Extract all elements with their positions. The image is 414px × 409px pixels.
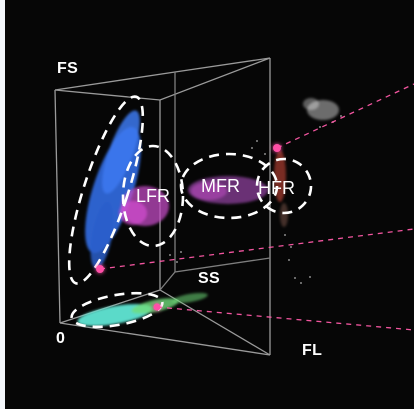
wire-bottom-left: [59, 289, 161, 324]
dashed-region-outlines: [67, 95, 313, 329]
wire-bottom-front: [59, 322, 271, 356]
axis-label-fs: FS: [57, 60, 79, 77]
outline-mfr: [179, 152, 279, 220]
marker-1: [273, 144, 281, 152]
outline-blue-cluster: [67, 95, 145, 285]
guide-lines: [99, 83, 414, 331]
outline-hfr: [255, 157, 313, 215]
region-label-mfr: MFR: [201, 176, 240, 196]
outline-lfr: [121, 144, 185, 248]
marker-points: [96, 144, 281, 311]
wire-front-top: [54, 57, 271, 101]
marker-3: [153, 303, 161, 311]
wire-back-bottom: [159, 257, 271, 291]
marker-2: [96, 265, 104, 273]
axis-label-ss: SS: [198, 270, 220, 287]
guide-line-3: [156, 306, 414, 331]
guide-line-1: [276, 83, 414, 149]
wire-back-top: [54, 57, 271, 91]
axis-origin-zero: 0: [56, 330, 66, 347]
flow-cytometry-3d-plot: FS SS FL 0 LFR MFR HFR: [5, 0, 414, 409]
wire-left-edge: [54, 89, 61, 324]
cluster-magenta-mfr: [188, 176, 268, 204]
plot-svg: [54, 57, 414, 356]
cluster-cyan-ss: [77, 292, 208, 327]
axis-label-fl: FL: [302, 342, 323, 359]
guide-line-2: [99, 228, 414, 270]
region-label-lfr: LFR: [136, 186, 171, 206]
region-label-hfr: HFR: [258, 178, 295, 198]
outline-ss-cluster: [70, 291, 164, 329]
cluster-blue-ss-fs: [85, 110, 141, 269]
cluster-white: [303, 98, 339, 120]
